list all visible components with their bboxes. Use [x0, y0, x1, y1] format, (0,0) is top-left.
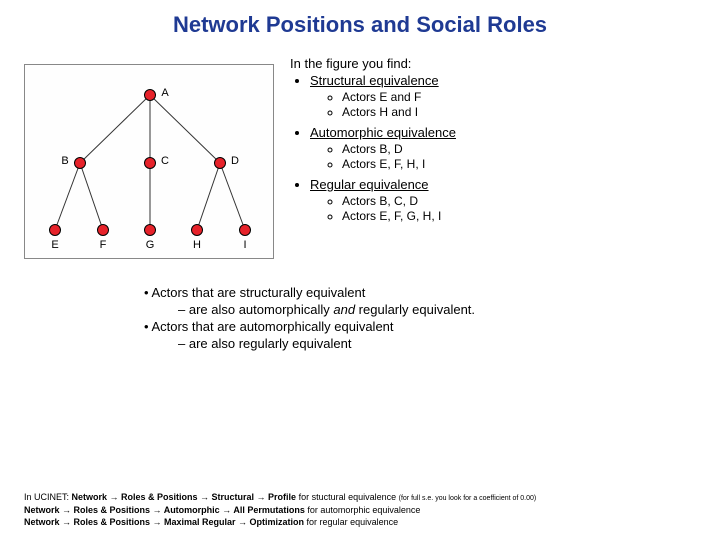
graph-node: [97, 224, 109, 236]
graph-node: [49, 224, 61, 236]
graph-node-label: E: [51, 239, 58, 251]
footer-ucinet: In UCINET: Network → Roles & Positions →…: [24, 491, 696, 528]
graph-node: [239, 224, 251, 236]
graph-node-label: D: [231, 155, 239, 167]
list-item: Actors E and F: [342, 90, 696, 104]
page-title: Network Positions and Social Roles: [24, 12, 696, 38]
list-item: Regular equivalence Actors B, C, D Actor…: [310, 177, 696, 223]
graph-node-label: A: [161, 87, 168, 99]
graph-node: [191, 224, 203, 236]
graph-node: [144, 224, 156, 236]
graph-node: [144, 89, 156, 101]
graph-node-label: I: [243, 239, 246, 251]
list-item: Actors E, F, H, I: [342, 157, 696, 171]
graph-node-label: B: [61, 155, 68, 167]
graph-node: [144, 157, 156, 169]
graph-node: [74, 157, 86, 169]
list-item: Actors E, F, G, H, I: [342, 209, 696, 223]
graph-node: [214, 157, 226, 169]
list-item: Actors H and I: [342, 105, 696, 119]
note-line: • Actors that are structurally equivalen…: [144, 285, 696, 300]
note-line: – are also regularly equivalent: [178, 336, 696, 351]
equivalence-list: In the figure you find: Structural equiv…: [286, 56, 696, 259]
graph-node-label: G: [146, 239, 155, 251]
network-diagram: A B C D E F G H I: [24, 64, 274, 259]
list-item: Structural equivalence Actors E and F Ac…: [310, 73, 696, 119]
graph-node-label: C: [161, 155, 169, 167]
list-item: Actors B, D: [342, 142, 696, 156]
lower-notes: • Actors that are structurally equivalen…: [24, 285, 696, 351]
list-item: Actors B, C, D: [342, 194, 696, 208]
note-line: • Actors that are automorphically equiva…: [144, 319, 696, 334]
list-item: Automorphic equivalence Actors B, D Acto…: [310, 125, 696, 171]
note-line: – are also automorphically and regularly…: [178, 302, 696, 317]
intro-text: In the figure you find:: [290, 56, 696, 71]
graph-node-label: F: [100, 239, 107, 251]
graph-node-label: H: [193, 239, 201, 251]
